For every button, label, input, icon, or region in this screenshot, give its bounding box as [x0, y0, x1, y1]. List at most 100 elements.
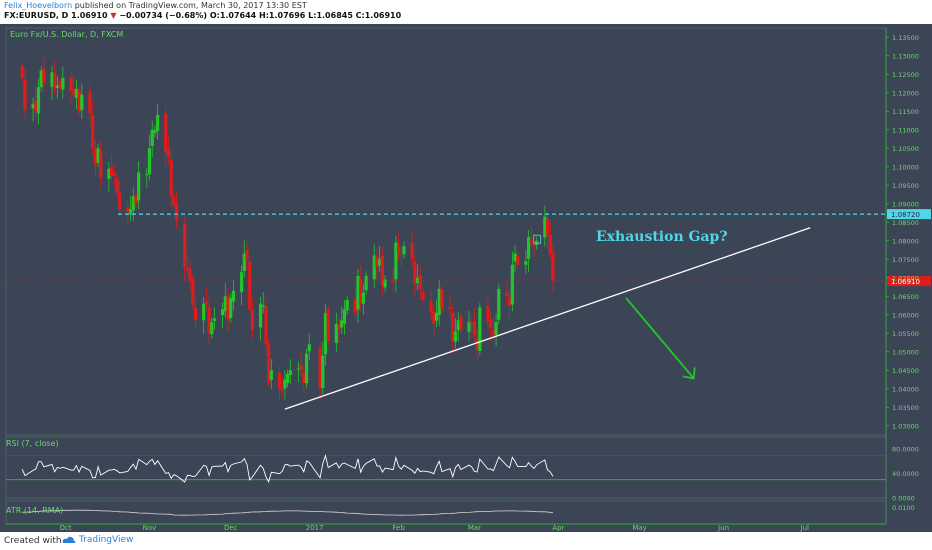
candle-body: [261, 305, 265, 307]
candle-body: [183, 223, 187, 267]
time-axis: Oct Nov Dec 2017 Feb Mar Apr May Jun Jul: [6, 523, 886, 532]
candle-body: [296, 368, 301, 370]
y-tick-label: 1.09000: [892, 200, 919, 208]
candle-body: [34, 100, 38, 112]
candle-body: [491, 329, 495, 336]
candle-body: [36, 87, 41, 114]
candle-body: [361, 292, 366, 304]
candle-body: [99, 151, 103, 178]
y-tick-label: 1.08500: [892, 219, 919, 227]
chart-area[interactable]: 1.08720 1.06910 1.13500 1.13000 1.12500 1.12…: [0, 24, 932, 532]
candle-body: [467, 322, 471, 332]
candle-body: [223, 296, 227, 312]
candles-layer: [20, 57, 555, 403]
time-tick-label: Jul: [800, 524, 810, 532]
candle-body: [342, 309, 347, 324]
y-tick-label: 1.12500: [892, 71, 919, 79]
candle-body: [226, 296, 230, 321]
candle-body: [440, 288, 444, 310]
candle-body: [340, 320, 344, 328]
candle-body: [91, 115, 95, 149]
ohlc-label: O:1.07644 H:1.07696 L:1.06845 C:1.06910: [209, 11, 402, 20]
candle-body: [229, 298, 233, 319]
candle-body: [118, 192, 122, 210]
atr-tick-label: 0.0100: [892, 504, 915, 512]
candle-body: [356, 275, 360, 310]
candle-body: [20, 66, 24, 78]
candle-body: [188, 269, 192, 282]
candle-body: [153, 129, 157, 134]
candle-body: [448, 306, 452, 310]
candle-body: [61, 77, 65, 90]
candle-body: [131, 196, 135, 211]
candle-body: [472, 321, 477, 336]
footer: Created with TradingView: [0, 532, 932, 550]
y-tick-label: 1.06500: [892, 293, 919, 301]
candle-body: [239, 272, 244, 292]
candle-body: [58, 82, 62, 88]
candle-body: [258, 303, 263, 328]
rsi-label: RSI (7, close): [6, 439, 59, 448]
candle-body: [337, 324, 341, 330]
projection-arrow: [625, 297, 695, 379]
candle-body: [53, 73, 57, 90]
tradingview-logo[interactable]: TradingView: [62, 535, 133, 545]
y-tick-label: 1.10000: [892, 163, 919, 171]
y-tick-label: 1.04500: [892, 367, 919, 375]
candle-body: [378, 259, 382, 266]
candle-body: [77, 90, 81, 112]
candle-body: [72, 88, 76, 95]
candle-body: [486, 306, 490, 323]
candle-body: [451, 312, 455, 341]
price-axis-label: 1.08720: [891, 211, 920, 219]
candle-body: [166, 148, 171, 158]
rsi-line: [21, 453, 554, 483]
candle-body: [383, 279, 387, 288]
candle-body: [267, 343, 271, 384]
price-axis-label: 1.06910: [891, 278, 920, 286]
down-arrow-icon: ▼: [110, 11, 117, 20]
price-label: 1.06910: [71, 11, 108, 20]
time-tick-label: Mar: [468, 524, 481, 532]
candle-body: [489, 318, 493, 328]
candle-body: [248, 261, 252, 310]
author-link[interactable]: Felix_Hoevelborn: [4, 1, 73, 10]
created-with-label: Created with: [4, 536, 62, 546]
candle-body: [326, 309, 330, 341]
candle-body: [169, 159, 173, 197]
candle-body: [134, 195, 138, 204]
candle-body: [510, 264, 514, 305]
candle-body: [418, 275, 422, 289]
candle-body: [245, 250, 249, 260]
trendline: [284, 227, 811, 410]
candle-body: [513, 253, 517, 262]
candle-body: [470, 322, 474, 324]
y-tick-label: 1.11500: [892, 108, 919, 116]
publish-info: published on TradingView.com, March 30, …: [74, 1, 307, 10]
candle-body: [23, 79, 27, 110]
rsi-tick-label: 0.0000: [892, 495, 915, 503]
candle-body: [145, 174, 149, 176]
exhaustion-gap-annotation: Exhaustion Gap?: [596, 229, 728, 245]
candle-body: [505, 292, 509, 297]
y-tick-label: 1.07500: [892, 256, 919, 264]
candle-body: [453, 331, 458, 342]
y-tick-label: 1.05500: [892, 330, 919, 338]
price-axis-label-bg: [887, 276, 931, 287]
candle-body: [286, 373, 290, 383]
candle-body: [207, 306, 211, 334]
y-tick-label: 1.04000: [892, 385, 919, 393]
candle-body: [39, 70, 43, 88]
candle-body: [202, 303, 206, 321]
candle-body: [364, 275, 368, 291]
price-axis: 1.13500 1.13000 1.12500 1.12000 1.11500 1.110…: [886, 34, 919, 430]
candle-body: [231, 290, 236, 302]
time-tick-label: 2017: [306, 524, 324, 532]
candle-body: [164, 113, 168, 152]
time-tick-label: Oct: [60, 524, 72, 532]
candle-body: [288, 370, 292, 376]
y-tick-label: 1.11000: [892, 126, 919, 134]
rsi-tick-label: 80.0000: [892, 446, 919, 454]
time-tick-label: May: [632, 524, 646, 532]
candle-body: [147, 148, 152, 175]
